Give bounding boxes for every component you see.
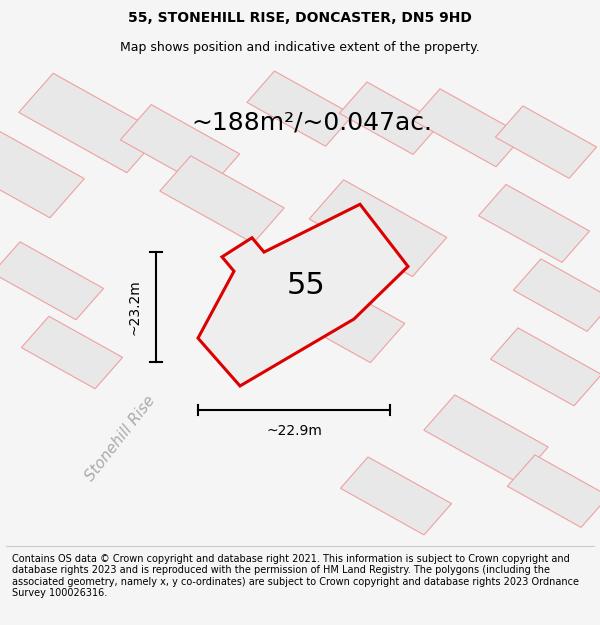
Text: Stonehill Rise: Stonehill Rise bbox=[82, 393, 158, 484]
Text: 55: 55 bbox=[287, 271, 325, 300]
Polygon shape bbox=[496, 106, 596, 178]
Polygon shape bbox=[309, 180, 447, 277]
Text: ~23.2m: ~23.2m bbox=[127, 279, 141, 335]
Polygon shape bbox=[247, 71, 353, 146]
Polygon shape bbox=[19, 73, 161, 172]
Polygon shape bbox=[198, 204, 408, 386]
Polygon shape bbox=[412, 89, 524, 167]
Polygon shape bbox=[0, 124, 85, 218]
Polygon shape bbox=[160, 156, 284, 243]
Text: Contains OS data © Crown copyright and database right 2021. This information is : Contains OS data © Crown copyright and d… bbox=[12, 554, 579, 598]
Polygon shape bbox=[424, 395, 548, 482]
Polygon shape bbox=[22, 316, 122, 389]
Polygon shape bbox=[0, 242, 104, 320]
Text: ~188m²/~0.047ac.: ~188m²/~0.047ac. bbox=[191, 111, 433, 135]
Polygon shape bbox=[340, 82, 440, 154]
Polygon shape bbox=[478, 184, 590, 262]
Polygon shape bbox=[267, 266, 405, 362]
Text: Map shows position and indicative extent of the property.: Map shows position and indicative extent… bbox=[120, 41, 480, 54]
Polygon shape bbox=[490, 328, 600, 406]
Polygon shape bbox=[514, 259, 600, 331]
Polygon shape bbox=[120, 104, 240, 189]
Polygon shape bbox=[508, 455, 600, 528]
Polygon shape bbox=[340, 457, 452, 535]
Text: 55, STONEHILL RISE, DONCASTER, DN5 9HD: 55, STONEHILL RISE, DONCASTER, DN5 9HD bbox=[128, 11, 472, 26]
Text: ~22.9m: ~22.9m bbox=[266, 424, 322, 438]
